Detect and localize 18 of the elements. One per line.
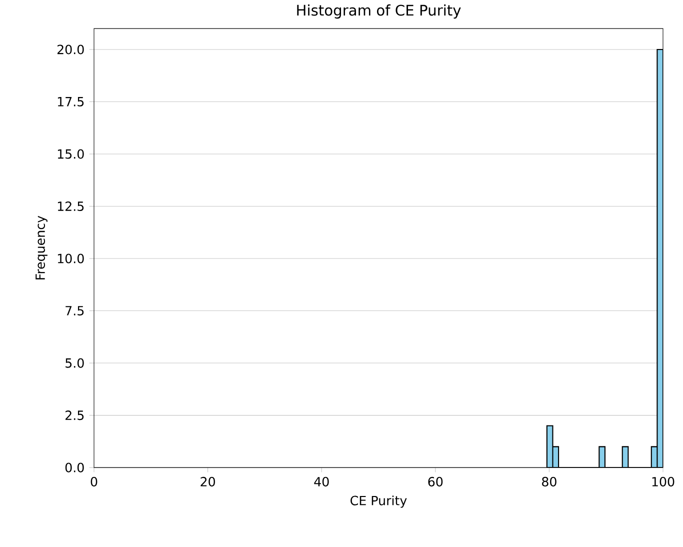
- y-tick-label: 2.5: [66, 410, 84, 420]
- y-tick-label: 0.0: [65, 463, 84, 473]
- y-tick-label: 12.5: [58, 202, 84, 212]
- x-tick-label: 100: [652, 477, 674, 487]
- x-tick-label: 40: [314, 477, 329, 487]
- x-axis-title: CE Purity: [350, 496, 407, 508]
- chart-title: Histogram of CE Purity: [297, 4, 461, 19]
- y-tick-label: 5.0: [66, 358, 84, 368]
- x-tick-label: 20: [200, 477, 215, 487]
- x-tick-label: 0: [90, 477, 98, 487]
- x-tick-label: 60: [428, 477, 443, 487]
- y-tick-label: 10.0: [58, 254, 84, 264]
- x-tick-label: 80: [542, 477, 556, 487]
- y-axis-title: Frequency: [36, 216, 48, 280]
- y-tick-label: 17.5: [58, 97, 84, 107]
- y-tick-label: 7.5: [66, 306, 84, 316]
- y-tick-label: 15.0: [58, 149, 84, 159]
- y-tick-label: 20.0: [57, 44, 84, 54]
